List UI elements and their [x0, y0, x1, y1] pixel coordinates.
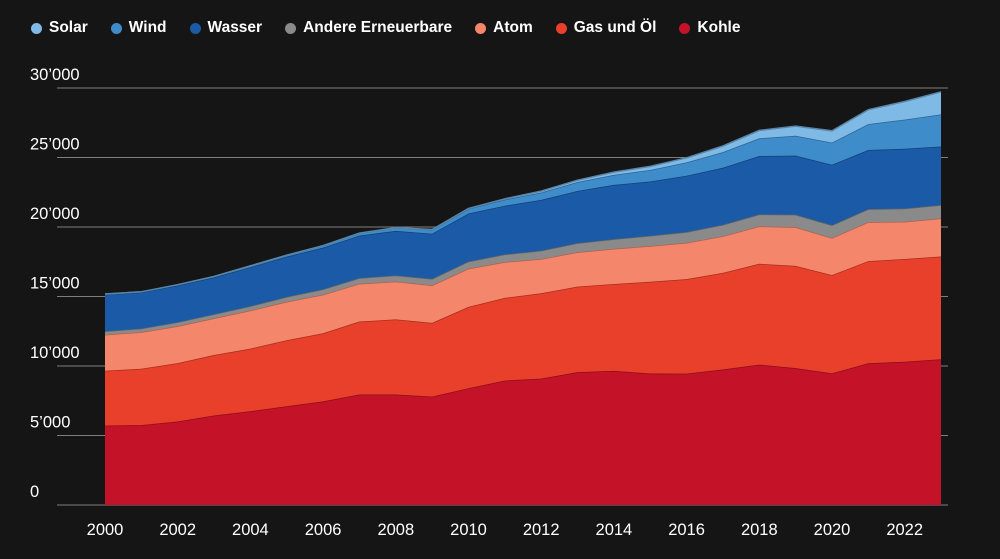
legend-label-wind: Wind	[128, 19, 167, 36]
y-tick-label-25000: 25’000	[30, 136, 80, 154]
y-tick-label-10000: 10’000	[30, 344, 80, 362]
legend-item-andere-erneuerbare: Andere Erneuerbare	[285, 19, 452, 37]
area-kohle	[105, 359, 941, 505]
x-tick-label-2014: 2014	[596, 521, 633, 539]
x-tick-label-2006: 2006	[305, 521, 342, 539]
x-axis-labels: 2000 2002 2004 2006 2008 2010 2012 2014 2016 2018…	[87, 521, 923, 539]
legend-item-atom: Atom	[475, 19, 533, 37]
legend-label-atom: Atom	[493, 19, 533, 36]
legend-label-kohle: Kohle	[697, 19, 741, 36]
legend: Solar Wind Wasser Andere Erneuerbare Ato…	[31, 19, 740, 37]
x-tick-label-2002: 2002	[159, 521, 196, 539]
legend-item-kohle: Kohle	[679, 19, 740, 37]
kohle-dot-icon	[679, 22, 691, 34]
x-tick-label-2010: 2010	[450, 521, 487, 539]
area-atom	[105, 218, 941, 371]
wind-dot-icon	[110, 22, 122, 34]
x-tick-label-2008: 2008	[377, 521, 414, 539]
x-tick-label-2000: 2000	[87, 521, 124, 539]
edge-solar	[104, 91, 942, 295]
area-series	[104, 91, 942, 505]
y-tick-label-20000: 20’000	[30, 205, 80, 223]
legend-item-wind: Wind	[110, 19, 167, 37]
andere-erneuerbare-dot-icon	[285, 22, 297, 34]
y-tick-label-0: 0	[30, 483, 39, 501]
area-gas-oel	[105, 256, 941, 426]
legend-item-gas-oel: Gas und Öl	[555, 19, 657, 37]
x-tick-label-2022: 2022	[886, 521, 923, 539]
legend-label-solar: Solar	[49, 19, 88, 36]
wasser-dot-icon	[189, 22, 201, 34]
atom-dot-icon	[475, 22, 487, 34]
y-tick-label-30000: 30’000	[30, 66, 80, 84]
legend-item-solar: Solar	[31, 19, 88, 37]
area-wind	[105, 114, 941, 295]
legend-label-wasser: Wasser	[207, 19, 263, 36]
area-andere-erneuerbare	[105, 205, 941, 335]
y-tick-label-5000: 5’000	[30, 414, 70, 432]
y-tick-label-15000: 15’000	[30, 275, 80, 293]
legend-item-wasser: Wasser	[189, 19, 263, 37]
legend-label-gas-oel: Gas und Öl	[573, 19, 657, 36]
x-tick-label-2004: 2004	[232, 521, 269, 539]
x-tick-label-2018: 2018	[741, 521, 778, 539]
area-wasser	[105, 146, 941, 332]
x-tick-label-2012: 2012	[523, 521, 560, 539]
x-tick-label-2020: 2020	[814, 521, 851, 539]
legend-label-andere-erneuerbare: Andere Erneuerbare	[303, 19, 453, 36]
gas-oel-dot-icon	[555, 22, 567, 34]
solar-dot-icon	[31, 22, 42, 34]
x-tick-label-2016: 2016	[668, 521, 705, 539]
